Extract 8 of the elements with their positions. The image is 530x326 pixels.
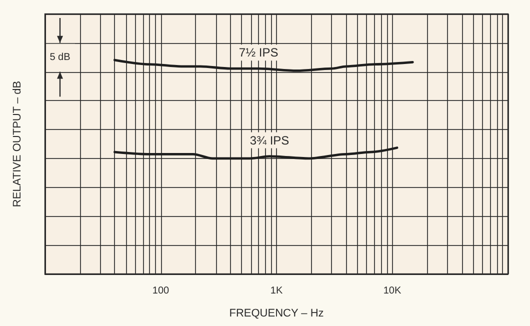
y-axis-title: RELATIVE OUTPUT – dB [12, 80, 24, 208]
series-label: 3¾ IPS [250, 133, 290, 148]
x-tick-label: 100 [152, 286, 170, 296]
series-label: 7½ IPS [238, 46, 278, 60]
annotation: 5 dB [50, 52, 71, 63]
x-tick-label: 1K [270, 286, 283, 296]
x-axis-title: FREQUENCY – Hz [229, 308, 324, 320]
x-tick-label: 10K [383, 286, 402, 296]
